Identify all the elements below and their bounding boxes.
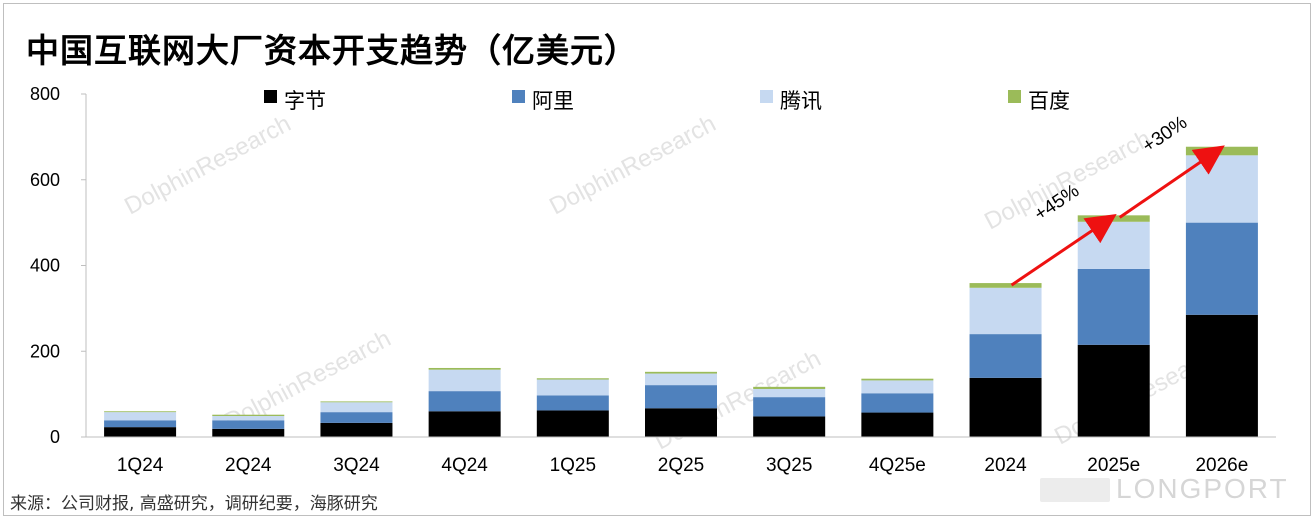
brand-logo: LONGPORT [1116, 473, 1289, 504]
y-tick-label: 0 [50, 427, 60, 447]
x-tick-label: 2024 [984, 455, 1027, 476]
bar-segment [428, 369, 501, 392]
x-tick-label: 3Q24 [333, 455, 380, 476]
bar-segment [428, 391, 501, 412]
legend-label: 阿里 [532, 89, 574, 113]
bar-segment [1077, 268, 1150, 345]
bar-segment [428, 411, 501, 437]
watermark-text: DolphinResearch [120, 110, 295, 220]
bar-segment [861, 393, 934, 413]
chart-title: 中国互联网大厂资本开支趋势（亿美元） [26, 31, 638, 70]
y-tick-label: 600 [30, 170, 60, 190]
bar-segment [212, 414, 285, 416]
legend-swatch [760, 90, 773, 103]
legend-label: 腾讯 [780, 89, 822, 113]
bar-segment [1185, 222, 1258, 315]
legend-swatch [512, 90, 525, 103]
bar-segment [320, 402, 393, 413]
bar-segment [212, 420, 285, 429]
bar-segment [969, 334, 1042, 378]
legend-swatch [264, 90, 277, 103]
x-tick-label: 4Q25e [869, 455, 926, 476]
y-tick-label: 200 [30, 341, 60, 361]
bar-segment [104, 427, 177, 437]
bar-segment [1077, 344, 1150, 437]
bar-segment [1185, 314, 1258, 437]
bar-segment [212, 415, 285, 421]
legend-swatch [1008, 90, 1021, 103]
x-tick-label: 1Q25 [550, 455, 596, 476]
x-tick-label: 2Q25 [658, 455, 704, 476]
brand-logo-mark [1040, 478, 1110, 502]
x-tick-label: 2025e [1087, 455, 1140, 476]
growth-arrow [1118, 145, 1225, 219]
bar-segment [753, 386, 826, 389]
bar-segment [645, 371, 717, 374]
bar-segment [753, 397, 826, 417]
bar-segment [212, 428, 285, 437]
bar-segment [753, 416, 826, 437]
bar-segment [536, 395, 609, 411]
bar-segment [320, 412, 393, 423]
x-tick-label: 2Q24 [225, 455, 272, 476]
watermark-text: DolphinResearch [545, 110, 720, 220]
growth-annotation: +30% [1139, 112, 1191, 157]
bar-segment [969, 287, 1042, 335]
bar-segment [861, 378, 934, 381]
bar-segment [320, 401, 393, 403]
bar-segment [104, 411, 177, 413]
chart-frame [3, 3, 1311, 516]
bar-segment [969, 283, 1042, 288]
bar-segment [1185, 146, 1258, 156]
source-note: 来源：公司财报, 高盛研究，调研纪要，海豚研究 [10, 494, 378, 514]
bar-segment [969, 377, 1042, 437]
bar-segment [1077, 215, 1150, 222]
bar-segment [645, 385, 717, 409]
bar-segment [428, 367, 501, 370]
bar-segment [753, 388, 826, 398]
bar-segment [104, 412, 177, 421]
bar-segment [536, 410, 609, 437]
bar-segment [536, 378, 609, 380]
x-tick-label: 3Q25 [766, 455, 812, 476]
x-tick-label: 1Q24 [117, 455, 164, 476]
legend-label: 百度 [1028, 89, 1070, 113]
bar-segment [645, 373, 717, 386]
bar-segment [861, 380, 934, 394]
growth-arrow [1010, 213, 1117, 287]
bar-segment [861, 412, 934, 437]
bar-segment [104, 420, 177, 428]
legend-label: 字节 [284, 89, 326, 113]
bar-segment [1077, 221, 1150, 269]
x-tick-label: 2026e [1195, 455, 1248, 476]
bar-segment [536, 379, 609, 396]
bar-segment [645, 408, 717, 437]
bar-segment [320, 422, 393, 437]
y-tick-label: 800 [30, 84, 60, 104]
x-tick-label: 4Q24 [441, 455, 488, 476]
y-tick-label: 400 [30, 256, 60, 276]
